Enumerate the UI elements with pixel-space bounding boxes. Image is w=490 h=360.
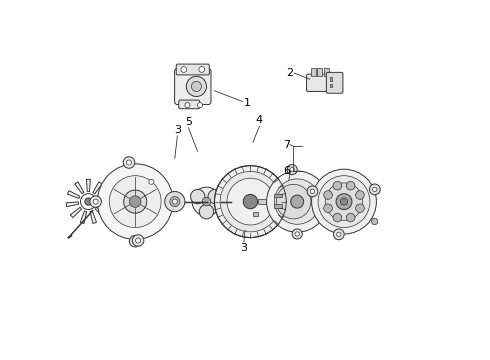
Circle shape bbox=[98, 164, 173, 239]
Circle shape bbox=[208, 189, 222, 204]
Bar bbox=[324, 68, 329, 76]
Circle shape bbox=[133, 239, 138, 244]
Polygon shape bbox=[71, 207, 81, 217]
Circle shape bbox=[123, 157, 135, 168]
Circle shape bbox=[371, 218, 378, 225]
Circle shape bbox=[287, 165, 297, 175]
Circle shape bbox=[228, 197, 237, 206]
Bar bbox=[253, 212, 258, 216]
Circle shape bbox=[186, 76, 206, 96]
Bar bbox=[330, 84, 333, 87]
Text: 7: 7 bbox=[283, 140, 290, 150]
Circle shape bbox=[356, 191, 364, 199]
Circle shape bbox=[290, 167, 294, 172]
Circle shape bbox=[333, 213, 342, 222]
FancyBboxPatch shape bbox=[174, 68, 211, 105]
Circle shape bbox=[181, 67, 187, 72]
Circle shape bbox=[310, 189, 315, 194]
Circle shape bbox=[129, 196, 141, 207]
Circle shape bbox=[126, 160, 131, 165]
Circle shape bbox=[341, 198, 347, 205]
Circle shape bbox=[324, 191, 332, 199]
Circle shape bbox=[267, 171, 328, 232]
Circle shape bbox=[136, 238, 141, 243]
Circle shape bbox=[227, 178, 274, 225]
Circle shape bbox=[109, 176, 161, 228]
Circle shape bbox=[324, 204, 332, 212]
Text: 6: 6 bbox=[283, 166, 290, 176]
Circle shape bbox=[333, 229, 344, 240]
Polygon shape bbox=[95, 207, 106, 217]
Circle shape bbox=[197, 103, 202, 108]
Circle shape bbox=[372, 187, 377, 192]
Circle shape bbox=[170, 197, 180, 207]
Circle shape bbox=[129, 235, 141, 247]
Circle shape bbox=[149, 179, 154, 184]
Circle shape bbox=[113, 199, 118, 204]
FancyBboxPatch shape bbox=[179, 100, 199, 109]
Circle shape bbox=[325, 183, 363, 220]
Circle shape bbox=[346, 213, 355, 222]
Polygon shape bbox=[80, 211, 87, 224]
Polygon shape bbox=[97, 191, 109, 198]
Circle shape bbox=[276, 184, 311, 219]
Polygon shape bbox=[75, 182, 84, 194]
Circle shape bbox=[337, 232, 341, 237]
Circle shape bbox=[80, 194, 97, 210]
Circle shape bbox=[292, 229, 302, 239]
Circle shape bbox=[132, 235, 144, 246]
Text: 5: 5 bbox=[185, 117, 192, 127]
Circle shape bbox=[191, 189, 205, 204]
Circle shape bbox=[307, 186, 318, 197]
Circle shape bbox=[295, 232, 299, 236]
FancyBboxPatch shape bbox=[326, 72, 343, 93]
Circle shape bbox=[220, 171, 281, 232]
Bar bbox=[274, 194, 282, 197]
Circle shape bbox=[243, 194, 258, 209]
Circle shape bbox=[215, 166, 286, 238]
Polygon shape bbox=[66, 202, 79, 207]
Circle shape bbox=[202, 197, 211, 206]
Circle shape bbox=[165, 192, 185, 212]
Circle shape bbox=[110, 196, 122, 207]
Bar bbox=[318, 68, 322, 76]
Circle shape bbox=[90, 196, 101, 207]
Text: 2: 2 bbox=[286, 68, 293, 78]
Circle shape bbox=[185, 103, 190, 108]
Bar bbox=[258, 199, 266, 204]
Polygon shape bbox=[87, 179, 90, 192]
Circle shape bbox=[230, 199, 235, 204]
Bar bbox=[311, 68, 316, 76]
Polygon shape bbox=[68, 191, 80, 198]
Circle shape bbox=[199, 67, 205, 72]
Text: 3: 3 bbox=[174, 125, 181, 135]
FancyBboxPatch shape bbox=[176, 64, 209, 75]
Text: 4: 4 bbox=[256, 115, 263, 125]
Circle shape bbox=[274, 179, 320, 224]
Bar bbox=[330, 77, 333, 81]
Circle shape bbox=[291, 195, 304, 208]
Circle shape bbox=[312, 169, 376, 234]
Circle shape bbox=[192, 187, 221, 216]
Circle shape bbox=[199, 204, 214, 219]
Polygon shape bbox=[90, 211, 97, 224]
FancyBboxPatch shape bbox=[307, 74, 329, 91]
Circle shape bbox=[85, 198, 92, 205]
Circle shape bbox=[369, 184, 380, 195]
Polygon shape bbox=[98, 202, 111, 207]
Polygon shape bbox=[93, 182, 102, 194]
Circle shape bbox=[336, 194, 352, 210]
Circle shape bbox=[356, 204, 364, 212]
Text: 3: 3 bbox=[241, 243, 247, 253]
Bar bbox=[274, 204, 282, 208]
Circle shape bbox=[333, 181, 342, 190]
Circle shape bbox=[123, 190, 147, 213]
Circle shape bbox=[318, 176, 370, 228]
Circle shape bbox=[192, 81, 201, 91]
Text: 1: 1 bbox=[244, 98, 251, 108]
Circle shape bbox=[172, 199, 177, 204]
Circle shape bbox=[93, 199, 98, 204]
Circle shape bbox=[346, 181, 355, 190]
